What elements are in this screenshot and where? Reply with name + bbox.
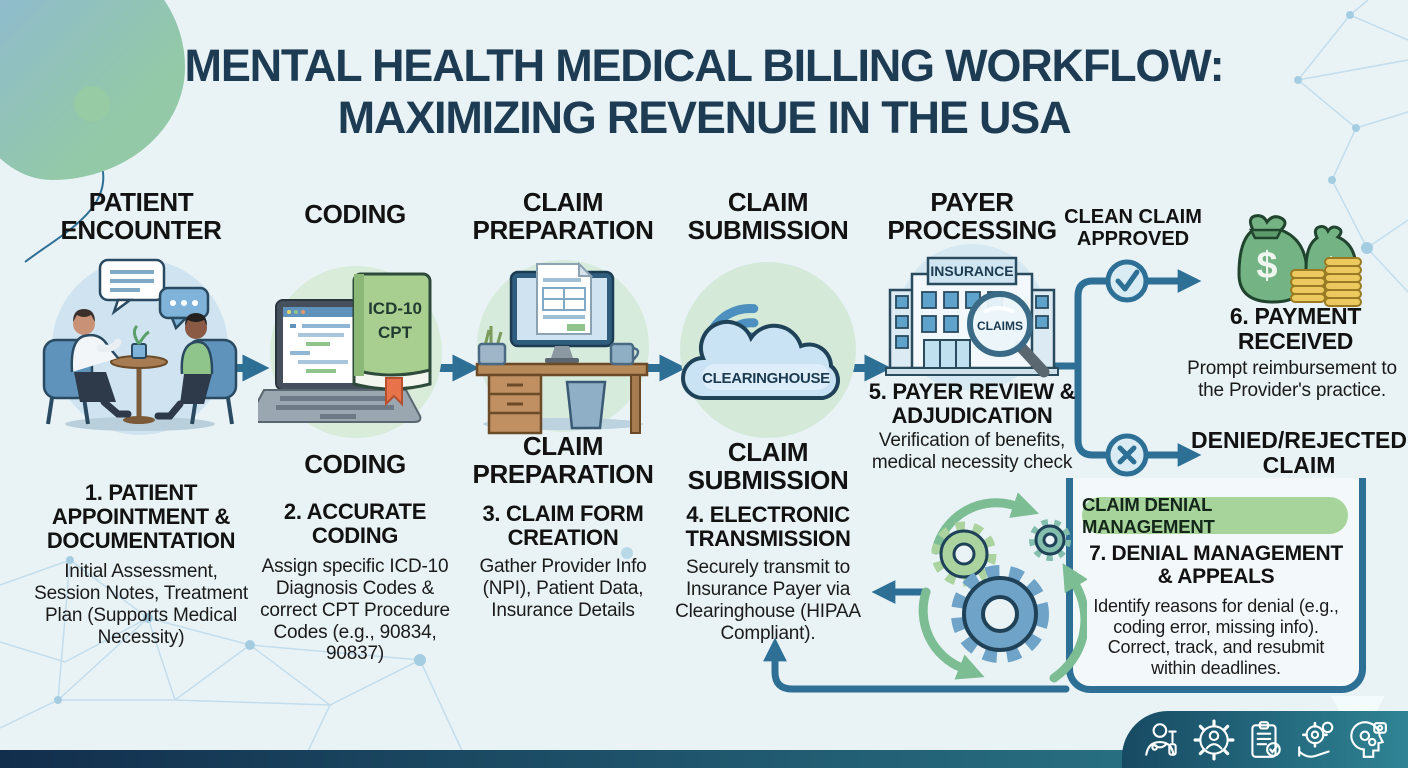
pencil-cup-icon xyxy=(477,326,507,366)
claims-magnifier-icon: CLAIMS xyxy=(967,291,1050,378)
gear-user-icon xyxy=(1193,719,1235,760)
step2-title: 2. ACCURATE CODING xyxy=(283,499,427,549)
step3-body: Gather Provider Info (NPI), Patient Data… xyxy=(479,556,647,621)
step6-body: Prompt reimbursement to the Provider's p… xyxy=(1187,358,1397,401)
column-heading-patient-encounter: PATIENT ENCOUNTER xyxy=(60,187,222,246)
column-heading-claim-submission: CLAIM SUBMISSION xyxy=(687,187,849,246)
coding-caption: CODING xyxy=(304,449,406,479)
therapy-session-illustration xyxy=(42,258,238,435)
green-dot-decoration xyxy=(74,86,110,122)
insurance-sign-label: INSURANCE xyxy=(930,263,1013,279)
step1-title: 1. PATIENT APPOINTMENT & DOCUMENTATION xyxy=(46,480,236,554)
head-gears-icon xyxy=(1349,720,1387,758)
step1-body: Initial Assessment, Session Notes, Treat… xyxy=(34,561,248,648)
cycle-arrow-right xyxy=(1049,563,1087,683)
money-bag-icon: $ xyxy=(1237,214,1309,304)
money-bags-illustration: $ $ xyxy=(1237,214,1362,307)
monitor-form-icon xyxy=(509,261,615,363)
clinician-icon xyxy=(1145,722,1178,756)
loop-resubmit-arrow xyxy=(763,637,1070,693)
clipboard-check-icon xyxy=(1251,720,1281,758)
claims-magnifier-label: CLAIMS xyxy=(977,319,1023,333)
bottom-bar xyxy=(0,750,1408,768)
claim-submission-illustration: CLEARINGHOUSE xyxy=(680,262,856,438)
gear-small-icon xyxy=(1029,519,1071,561)
claim-denial-management-banner: CLAIM DENIAL MANAGEMENT xyxy=(1082,494,1348,537)
step4-body: Securely transmit to Insurance Payer via… xyxy=(675,557,861,644)
claim-preparation-illustration xyxy=(475,260,649,435)
book-label-line1: ICD-10 xyxy=(368,299,422,318)
payer-processing-illustration: INSURANCE CLAIMS xyxy=(885,244,1059,390)
column-heading-coding: CODING xyxy=(304,199,406,229)
coding-illustration: ICD-10 CPT xyxy=(258,266,442,438)
dollar-sign: $ xyxy=(1256,245,1277,287)
hand-gear-payment-icon xyxy=(1298,721,1334,758)
step5-body: Verification of benefits, medical necess… xyxy=(871,430,1073,473)
desk-icon xyxy=(475,362,649,435)
icd10-cpt-book-icon: ICD-10 CPT xyxy=(352,272,432,407)
cloud-label: CLEARINGHOUSE xyxy=(702,370,830,387)
claim-preparation-caption: CLAIM PREPARATION xyxy=(472,431,654,490)
clearinghouse-cloud-icon: CLEARINGHOUSE xyxy=(681,320,840,400)
mug-icon xyxy=(609,342,640,366)
step2-body: Assign specific ICD-10 Diagnosis Codes &… xyxy=(260,556,450,665)
cycle-arrow-left xyxy=(918,587,985,680)
gear-blue-icon xyxy=(951,565,1049,663)
speech-bubble-icon xyxy=(98,258,210,331)
footer-icons-bar xyxy=(1122,711,1408,768)
step6-title: 6. PAYMENT RECEIVED xyxy=(1229,303,1362,355)
column-heading-claim-preparation: CLAIM PREPARATION xyxy=(472,187,654,246)
gear-green-icon xyxy=(931,521,997,587)
therapist-figure xyxy=(70,309,132,418)
cycle-arrow-top xyxy=(931,492,1040,555)
column-heading-payer-processing: PAYER PROCESSING xyxy=(887,187,1057,246)
clean-claim-approved-label: CLEAN CLAIM APPROVED xyxy=(1064,206,1202,251)
step4-title: 4. ELECTRONIC TRANSMISSION xyxy=(685,502,851,552)
step7-title: 7. DENIAL MANAGEMENT & APPEALS xyxy=(1089,542,1343,589)
claim-submission-caption: CLAIM SUBMISSION xyxy=(687,437,849,496)
denial-gears-illustration xyxy=(918,492,1087,683)
trash-bin-icon xyxy=(565,380,607,430)
page-title-line2: MAXIMIZING REVENUE IN THE USA xyxy=(337,92,1072,144)
page-title-line1: MENTAL HEALTH MEDICAL BILLING WORKFLOW: xyxy=(184,40,1225,91)
page-title: MENTAL HEALTH MEDICAL BILLING WORKFLOW: … xyxy=(104,40,1304,144)
check-circle-icon xyxy=(1105,259,1149,303)
step5-title: 5. PAYER REVIEW & ADJUDICATION xyxy=(868,379,1076,429)
branch-vertical xyxy=(1074,277,1112,459)
patient-figure xyxy=(154,313,214,420)
step7-body: Identify reasons for denial (e.g., codin… xyxy=(1093,596,1339,679)
step3-title: 3. CLAIM FORM CREATION xyxy=(482,501,644,551)
cross-circle-icon xyxy=(1105,433,1149,477)
denied-rejected-claim-label: DENIED/REJECTED CLAIM xyxy=(1191,427,1407,479)
coin-stack-icon xyxy=(1290,257,1362,307)
book-label-line2: CPT xyxy=(378,323,413,342)
